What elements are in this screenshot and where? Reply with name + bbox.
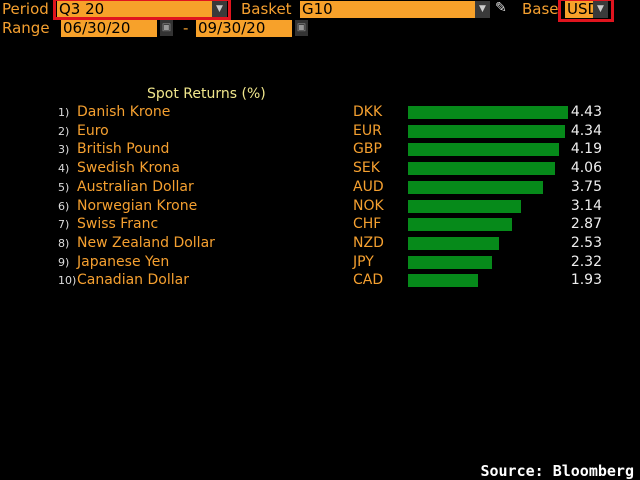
currency-code: GBP — [353, 141, 382, 158]
currency-name: Danish Krone — [77, 104, 171, 120]
currency-code: DKK — [353, 104, 383, 120]
rank: 4) — [58, 162, 70, 176]
currency-name: New Zealand Dollar — [77, 234, 215, 251]
bar — [408, 236, 500, 250]
bar — [408, 180, 544, 194]
value-label: 4.19 — [570, 141, 602, 158]
range-label: Range — [2, 19, 50, 37]
rank: 2) — [58, 124, 70, 138]
value-label: 3.14 — [570, 197, 602, 214]
bar — [408, 162, 555, 176]
period-label: Period — [2, 0, 49, 18]
pencil-icon[interactable]: ✎ — [495, 0, 507, 16]
table-row[interactable]: 7) Swiss Franc CHF 2.87 — [0, 216, 640, 234]
currency-code: EUR — [353, 122, 382, 139]
table-row[interactable]: 5) Australian Dollar AUD 3.75 — [0, 179, 640, 197]
currency-name: Australian Dollar — [77, 178, 194, 195]
value-label: 1.93 — [570, 272, 602, 289]
calendar-icon[interactable]: ▣ — [295, 20, 308, 36]
period-value: Q3 20 — [59, 0, 105, 18]
period-highlight — [53, 0, 231, 20]
value-label: 2.32 — [570, 253, 602, 270]
currency-code: NZD — [353, 234, 384, 251]
currency-name: British Pound — [77, 141, 170, 158]
table-row[interactable]: 4) Swedish Krona SEK 4.06 — [0, 160, 640, 178]
base-highlight — [558, 0, 614, 22]
rank: 9) — [58, 255, 70, 269]
bar — [408, 199, 522, 213]
bar — [408, 106, 568, 119]
rank: 10) — [58, 274, 77, 288]
chevron-down-icon[interactable]: ▼ — [212, 1, 227, 18]
bar — [408, 218, 512, 232]
value-label: 4.34 — [570, 122, 602, 139]
value-label: 2.53 — [570, 234, 602, 251]
bar — [408, 143, 560, 157]
source-label: Source: Bloomberg — [480, 462, 634, 480]
table-row[interactable]: 8) New Zealand Dollar NZD 2.53 — [0, 235, 640, 253]
value-label: 2.87 — [570, 216, 602, 233]
table-row[interactable]: 10) Canadian Dollar CAD 1.93 — [0, 272, 640, 290]
currency-code: CAD — [353, 272, 384, 289]
table-row[interactable]: 1) Danish Krone DKK 4.43 — [0, 104, 640, 122]
rank: 8) — [58, 236, 70, 250]
period-select[interactable]: Q3 20 ▼ — [57, 1, 227, 18]
currency-name: Swiss Franc — [77, 216, 159, 233]
currency-code: AUD — [353, 178, 384, 195]
basket-label: Basket — [241, 0, 292, 18]
currency-code: NOK — [353, 197, 384, 214]
calendar-icon[interactable]: ▣ — [160, 20, 173, 36]
range-start-input[interactable]: 06/30/20 — [61, 20, 157, 37]
chevron-down-icon[interactable]: ▼ — [593, 1, 608, 18]
table-row[interactable]: 9) Japanese Yen JPY 2.32 — [0, 254, 640, 272]
currency-name: Swedish Krona — [77, 160, 180, 177]
currency-name: Norwegian Krone — [77, 197, 198, 214]
bar — [408, 255, 492, 269]
currency-name: Japanese Yen — [77, 253, 170, 270]
currency-name: Canadian Dollar — [77, 272, 189, 289]
rank: 3) — [58, 143, 70, 157]
basket-select[interactable]: G10 ▼ — [300, 1, 490, 18]
range-separator: - — [183, 19, 189, 37]
value-label: 3.75 — [570, 178, 602, 195]
range-end-input[interactable]: 09/30/20 — [196, 20, 292, 37]
rank: 1) — [58, 106, 70, 119]
base-label: Base — [522, 0, 559, 18]
value-label: 4.43 — [570, 104, 602, 120]
currency-name: Euro — [77, 122, 109, 139]
table-row[interactable]: 3) British Pound GBP 4.19 — [0, 141, 640, 159]
chevron-down-icon[interactable]: ▼ — [475, 1, 490, 18]
basket-value: G10 — [302, 0, 333, 18]
rank: 6) — [58, 199, 70, 213]
currency-code: SEK — [353, 160, 380, 177]
bar — [408, 124, 565, 138]
chart-title: Spot Returns (%) — [147, 86, 266, 102]
table-row[interactable]: 6) Norwegian Krone NOK 3.14 — [0, 198, 640, 216]
value-label: 4.06 — [570, 160, 602, 177]
base-value: USD — [567, 0, 600, 18]
bar — [408, 274, 478, 288]
rank: 7) — [58, 218, 70, 232]
currency-code: JPY — [353, 253, 374, 270]
currency-code: CHF — [353, 216, 382, 233]
rank: 5) — [58, 180, 70, 194]
table-row[interactable]: 2) Euro EUR 4.34 — [0, 123, 640, 141]
base-select[interactable]: USD ▼ — [565, 1, 608, 18]
